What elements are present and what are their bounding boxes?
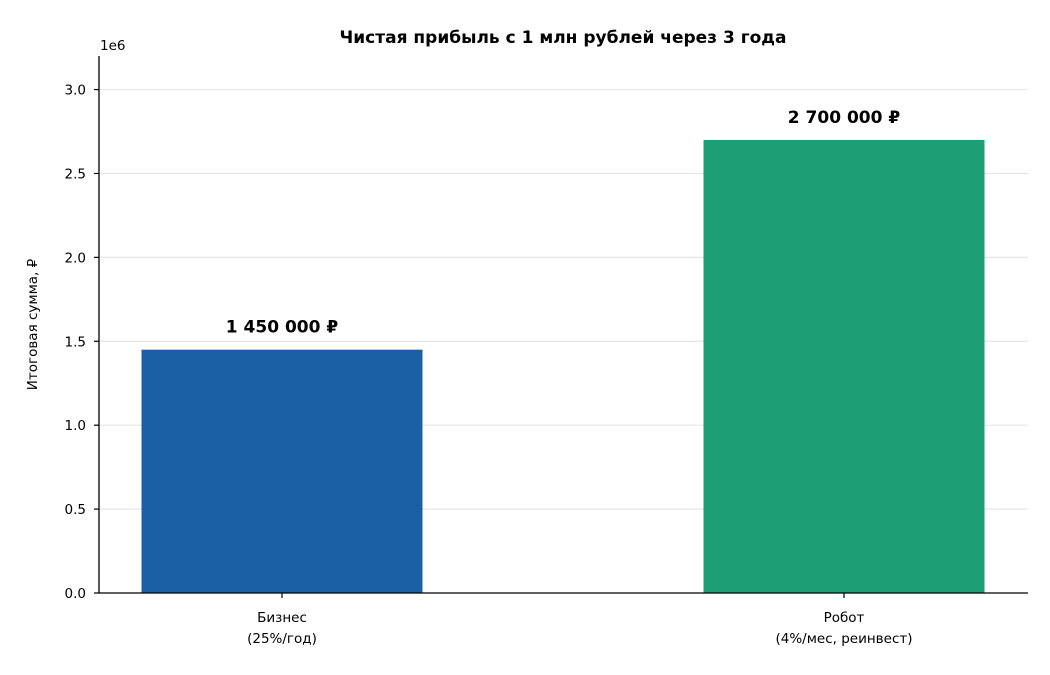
y-axis-offset-label: 1e6 xyxy=(100,38,125,54)
y-tick-label: 0.5 xyxy=(65,502,86,518)
bars xyxy=(141,139,985,593)
y-tick-label: 2.0 xyxy=(65,250,86,266)
y-tick-label: 2.5 xyxy=(65,166,86,182)
x-tick-label: Бизнес xyxy=(257,610,307,626)
bar xyxy=(703,139,985,593)
chart-title: Чистая прибыль с 1 млн рублей через 3 го… xyxy=(340,28,787,48)
y-tick-label: 1.0 xyxy=(65,418,86,434)
bar-value-label: 2 700 000 ₽ xyxy=(788,108,901,128)
x-ticks: Бизнес (25%/год) Робот (4%/мес, реинвест) xyxy=(247,593,913,647)
bar-value-labels: 1 450 000 ₽ 2 700 000 ₽ xyxy=(226,108,901,338)
bar xyxy=(141,349,423,593)
x-tick-label: Робот xyxy=(824,610,865,626)
y-axis-label: Итоговая сумма, ₽ xyxy=(25,258,41,390)
x-tick-label: (4%/мес, реинвест) xyxy=(775,631,912,647)
y-tick-label: 0.0 xyxy=(65,586,86,602)
y-tick-label: 3.0 xyxy=(65,83,86,99)
y-tick-label: 1.5 xyxy=(65,334,86,350)
axes xyxy=(98,56,1028,594)
bar-value-label: 1 450 000 ₽ xyxy=(226,318,339,338)
x-tick-label: (25%/год) xyxy=(247,631,317,647)
y-ticks: 0.0 0.5 1.0 1.5 2.0 2.5 3.0 xyxy=(65,83,99,602)
